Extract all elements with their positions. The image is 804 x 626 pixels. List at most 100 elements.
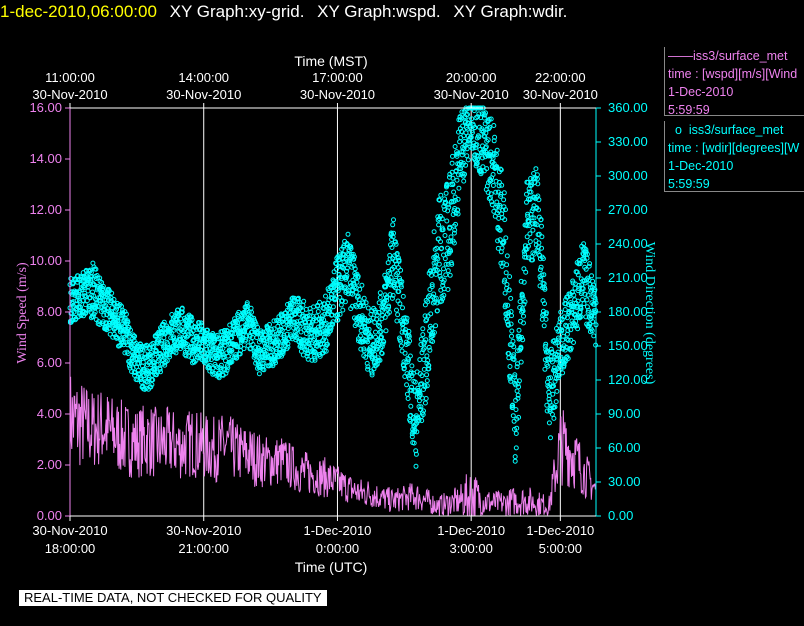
right-tick-label-11: 330.00 <box>608 134 648 149</box>
wdir-point <box>499 182 505 188</box>
wdir-point <box>451 230 457 236</box>
wdir-point <box>267 329 273 335</box>
wdir-point <box>284 331 290 337</box>
wdir-point <box>498 167 504 173</box>
wdir-point <box>155 369 160 375</box>
wdir-point <box>377 357 383 363</box>
legend-wdir[interactable]: o iss3/surface_met time : [wdir][degrees… <box>664 121 804 192</box>
wdir-point <box>385 260 391 266</box>
wdir-point <box>371 346 377 352</box>
wdir-point <box>429 282 435 288</box>
wdir-point <box>507 364 513 369</box>
wdir-point <box>543 310 549 316</box>
wdir-point <box>150 377 156 383</box>
wdir-point <box>350 291 355 297</box>
wdir-point <box>388 275 394 281</box>
legend-wdir-name: o iss3/surface_met <box>668 123 784 137</box>
wdir-point <box>377 295 383 300</box>
wdir-point <box>352 266 358 272</box>
wdir-point <box>534 172 540 178</box>
wdir-point <box>252 353 258 359</box>
wdir-point <box>342 262 348 268</box>
wdir-point <box>558 354 564 360</box>
wdir-point <box>390 292 396 298</box>
wdir-point <box>459 129 464 134</box>
wdir-point <box>327 306 333 312</box>
header-graph-1[interactable]: XY Graph:xy-grid. <box>169 2 305 21</box>
wdir-point <box>560 333 566 339</box>
wdir-point <box>455 196 461 202</box>
bottom-tick-date-0: 30-Nov-2010 <box>32 523 107 538</box>
wdir-point <box>551 415 557 421</box>
wdir-point <box>424 372 430 378</box>
wdir-point <box>229 359 235 365</box>
wdir-point <box>542 301 547 307</box>
wdir-point <box>351 256 357 262</box>
wdir-point <box>575 326 581 332</box>
wdir-point <box>512 372 518 378</box>
wdir-point <box>340 256 346 262</box>
wdir-point <box>561 314 567 320</box>
wdir-point <box>504 262 510 268</box>
wdir-point <box>323 348 329 354</box>
wdir-point <box>506 351 512 356</box>
header-graph-2[interactable]: XY Graph:wspd. <box>317 2 441 21</box>
wdir-point <box>413 463 419 469</box>
wdir-point <box>149 382 155 388</box>
wdir-point <box>250 342 256 347</box>
wdir-point <box>188 314 194 320</box>
wdir-point <box>431 229 437 235</box>
wdir-point <box>485 137 491 143</box>
wdir-point <box>496 183 502 189</box>
wdir-point <box>90 314 96 320</box>
wdir-point <box>444 218 450 224</box>
legend-wspd[interactable]: ——iss3/surface_met time : [wspd][m/s][Wi… <box>664 47 804 116</box>
wdir-point <box>293 332 299 338</box>
wdir-point <box>157 366 163 372</box>
wdir-point <box>412 379 418 385</box>
wdir-point <box>327 328 333 334</box>
wdir-point <box>300 341 306 347</box>
wdir-point <box>404 391 410 397</box>
series-wdir-points <box>67 105 599 469</box>
wdir-point <box>407 353 413 359</box>
wdir-point <box>465 157 471 163</box>
wdir-point <box>564 323 570 329</box>
wdir-point <box>454 151 460 157</box>
wdir-point <box>294 328 300 334</box>
wdir-point <box>391 230 396 236</box>
wdir-point <box>577 261 583 267</box>
wdir-point <box>574 323 580 329</box>
wdir-point <box>323 293 328 299</box>
wdir-point <box>459 115 465 121</box>
wdir-point <box>534 222 540 228</box>
wdir-point <box>407 338 413 344</box>
right-tick-label-3: 90.00 <box>608 406 641 421</box>
wdir-point <box>183 353 189 359</box>
wdir-point <box>574 314 579 320</box>
wdir-point <box>161 319 167 325</box>
wdir-point <box>548 375 553 381</box>
wdir-point <box>555 349 561 355</box>
wdir-point <box>498 193 504 199</box>
wdir-point <box>539 245 544 251</box>
wdir-point <box>523 254 529 260</box>
wdir-point <box>105 306 111 312</box>
wdir-point <box>426 363 432 368</box>
wdir-point <box>275 339 281 345</box>
wdir-point <box>295 326 301 332</box>
wdir-point <box>332 296 338 302</box>
wdir-point <box>96 304 102 310</box>
header-graph-3[interactable]: XY Graph:wdir. <box>453 2 568 21</box>
wdir-point <box>337 311 343 317</box>
wdir-point <box>418 404 424 410</box>
wdir-point <box>357 286 363 292</box>
wdir-point <box>586 307 591 313</box>
top-tick-time-0: 11:00:00 <box>45 70 95 85</box>
wdir-point <box>85 288 91 294</box>
wdir-point <box>151 344 157 349</box>
wdir-point <box>434 300 440 306</box>
wdir-point <box>406 373 411 379</box>
wdir-point <box>553 399 559 405</box>
